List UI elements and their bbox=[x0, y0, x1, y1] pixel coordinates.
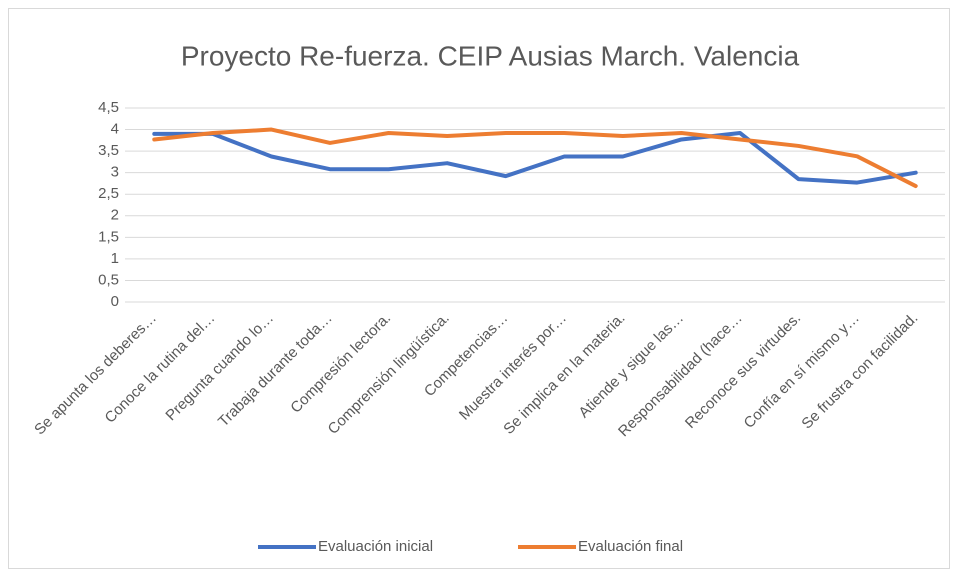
y-tick-label: 0,5 bbox=[98, 271, 119, 288]
y-tick-label: 4 bbox=[111, 121, 119, 138]
y-tick-label: 1 bbox=[111, 250, 119, 267]
legend-label: Evaluación inicial bbox=[318, 538, 433, 555]
chart-frame bbox=[8, 8, 950, 569]
series-line bbox=[152, 131, 918, 185]
series-line bbox=[152, 127, 918, 189]
y-tick-label: 1,5 bbox=[98, 228, 119, 245]
y-tick-label: 4,5 bbox=[98, 99, 119, 116]
y-tick-label: 3 bbox=[111, 164, 119, 181]
y-tick-label: 0 bbox=[111, 293, 119, 310]
y-tick-label: 2 bbox=[111, 207, 119, 224]
chart-title: Proyecto Re-fuerza. CEIP Ausias March. V… bbox=[181, 40, 800, 71]
y-tick-label: 2,5 bbox=[98, 185, 119, 202]
y-tick-label: 3,5 bbox=[98, 142, 119, 159]
legend-label: Evaluación final bbox=[578, 538, 683, 555]
